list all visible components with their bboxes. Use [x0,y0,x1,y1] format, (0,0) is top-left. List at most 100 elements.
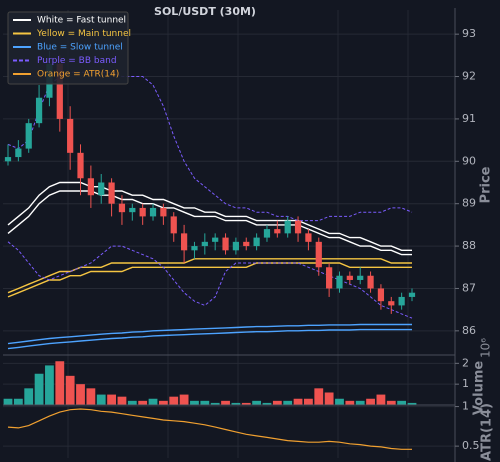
volume-bar [200,400,210,405]
candle-body [160,207,167,217]
candle-body [201,241,208,247]
candle-body [336,275,343,289]
candle-body [346,275,353,280]
volume-bar [272,400,282,405]
volume-bar [386,400,396,405]
volume-bar [283,400,293,405]
candle-body [108,182,115,204]
volume-bar [45,365,54,405]
legend-label: Purple = BB band [37,56,117,66]
volume-bar [210,402,220,405]
candle-body [77,152,84,179]
candle-body [35,97,43,124]
indicator-line [7,323,412,345]
candle-body [357,275,364,280]
volume-bar [252,400,262,405]
volume-bar [24,388,34,405]
candle-body [118,203,126,213]
volume-bar [407,402,417,405]
legend-label: Orange = ATR(14) [37,70,119,80]
candle-body [25,123,32,149]
candle-body [253,237,260,247]
volume-bar [3,398,13,405]
candle-body [15,148,22,158]
y-axis-label: Volume [472,361,487,416]
candle-body [56,63,63,119]
candle-body [274,229,281,234]
y-tick-label: 2 [462,356,469,369]
candle-body [222,237,229,251]
candle-body [284,220,291,234]
y-axis-label: ATR(14) [480,403,495,461]
y-tick-label: 93 [462,27,476,40]
volume-bar [366,398,375,405]
candle-body [4,157,12,162]
y-axis-label: Price [479,166,494,203]
volume-bar [241,402,251,405]
volume-bar [221,400,230,405]
y-tick-label: 92 [462,70,476,83]
volume-bar [117,396,127,405]
volume-bar [190,400,199,405]
candle-body [263,229,271,238]
volume-bar [314,388,324,405]
candle-body [149,207,157,217]
y-tick-label: 1 [462,400,469,413]
volume-bar [158,400,168,405]
volume-bar [376,394,386,405]
volume-bar [324,392,334,405]
candle-body [67,118,74,153]
volume-bar [169,396,179,405]
volume-bar [34,373,44,405]
candle-body [326,267,333,289]
candle-body [180,233,188,251]
volume-bar [148,398,158,405]
candle-body [367,275,374,289]
candle-body [87,178,94,196]
volume-bar [262,402,272,405]
legend-label: Blue = Slow tunnel [37,43,123,53]
legend-label: White = Fast tunnel [37,16,126,26]
y-tick-label: 86 [462,324,476,337]
candle-body [388,301,395,306]
y-tick-label: 89 [462,197,476,210]
candle-body [191,246,198,251]
candle-body [315,241,322,268]
volume-bar [304,398,313,405]
atr-line [7,408,412,450]
candle-body [294,220,302,234]
axis-offset-label: 10⁶ [479,338,493,358]
volume-bar [107,394,116,405]
indicator-line [7,328,412,350]
y-tick-label: 88 [462,239,476,252]
volume-bar [355,400,365,405]
candle-body [129,207,136,213]
volume-bar [335,398,344,405]
candle-body [398,296,405,306]
volume-bar [138,400,148,405]
y-tick-label: 90 [462,154,476,167]
volume-bar [179,394,189,405]
indicator-line [7,262,412,298]
candle-body [232,241,240,251]
volume-bar [397,400,407,405]
y-tick-label: 91 [462,112,476,125]
volume-bar [231,402,241,405]
indicator-line [7,190,412,256]
y-tick-label: 1 [462,377,469,390]
candle-body [212,237,219,242]
volume-bar [13,398,23,405]
volume-bar [96,394,106,405]
candle-body [408,292,416,297]
y-tick-label: 0.5 [462,439,480,452]
candle-body [377,288,385,302]
volume-bar [127,400,137,405]
candle-body [243,241,250,247]
chart-title: SOL/USDT (30M) [154,5,256,18]
volume-bar [76,384,85,405]
volume-bar [86,388,96,405]
y-tick-label: 87 [462,281,476,294]
candle-body [98,182,105,196]
legend-box [7,11,129,85]
